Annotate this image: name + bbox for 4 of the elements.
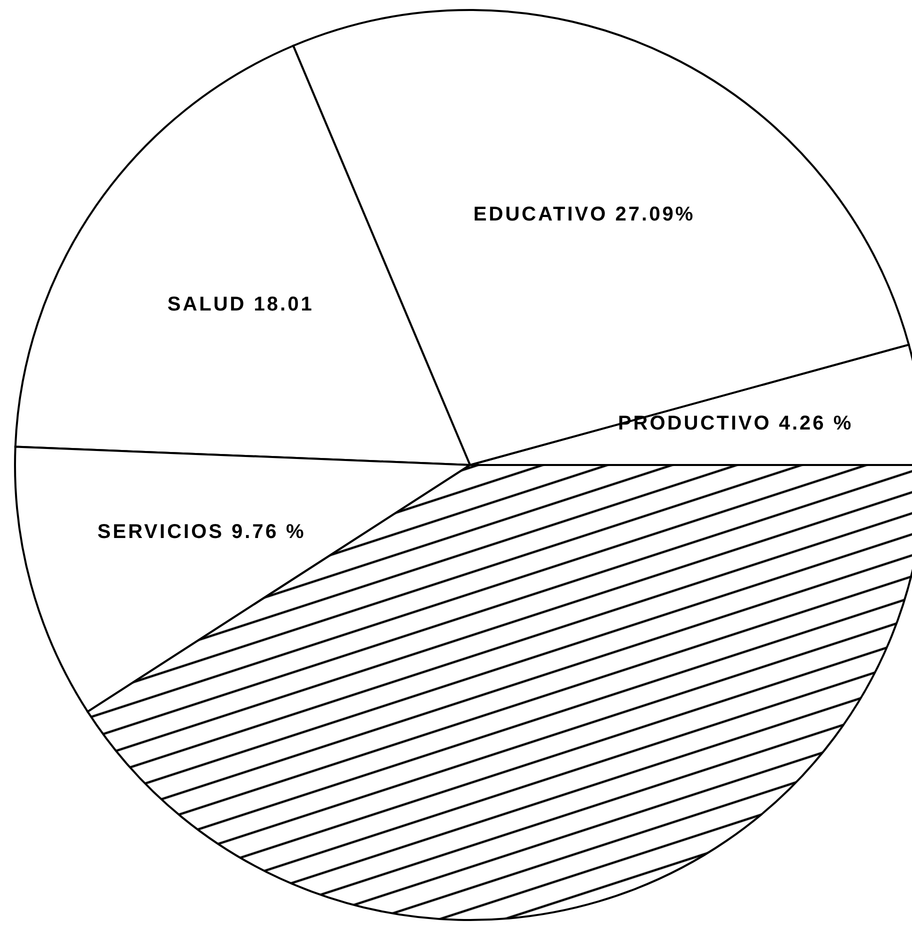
slice-label: PRODUCTIVO 4.26 % [618,412,854,435]
slice-label: SERVICIOS 9.76 % [97,520,306,543]
slice-label: SALUD 18.01 [167,294,314,316]
slice-label: EDUCATIVO 27.09% [473,203,696,226]
